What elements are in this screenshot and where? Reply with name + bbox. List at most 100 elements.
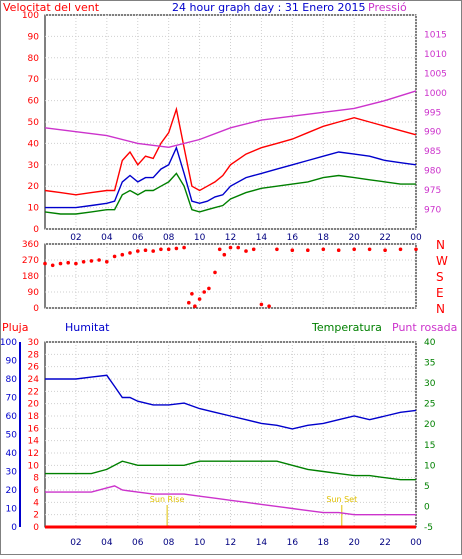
rain-tick-label: 26 xyxy=(28,363,40,373)
x-tick-label: 16 xyxy=(287,538,299,548)
compass-label: W xyxy=(436,254,448,268)
series-line-0 xyxy=(45,374,417,430)
direction-point xyxy=(321,247,326,252)
x-tick-label: 10 xyxy=(194,538,206,548)
temperature-tick-label: 0 xyxy=(424,502,430,512)
x-tick-label: 14 xyxy=(256,233,268,243)
direction-point xyxy=(213,270,217,275)
x-tick-label: 02 xyxy=(70,538,81,548)
sun-marker-label: Sun Set xyxy=(326,495,357,504)
x-tick-label: 06 xyxy=(132,233,144,243)
direction-point xyxy=(166,247,171,252)
direction-tick-label: 90 xyxy=(28,288,40,298)
temperature-tick-label: 20 xyxy=(424,420,436,430)
x-tick-label: 22 xyxy=(379,538,390,548)
wind-axis-label: Velocitat del vent xyxy=(3,1,100,14)
direction-point xyxy=(66,260,70,265)
series-line-0 xyxy=(44,106,417,196)
direction-point xyxy=(182,245,186,250)
wind-tick-label: 40 xyxy=(28,139,40,149)
humidity-tick-label: 80 xyxy=(6,375,18,385)
direction-point xyxy=(251,247,256,252)
series-line-2 xyxy=(44,172,416,215)
direction-point xyxy=(202,290,206,294)
pressure-tick-label: 1005 xyxy=(424,69,447,79)
pressure-axis-label: Pressió xyxy=(368,1,407,14)
humidity-tick-label: 90 xyxy=(6,357,18,367)
humidity-temperature-chart: 02 04 06 08 10 12 14 16 18 20 22 000246810121416182… xyxy=(0,338,436,548)
direction-point xyxy=(159,247,163,252)
x-tick-label: 08 xyxy=(163,233,175,243)
temperature-tick-label: 15 xyxy=(424,441,435,451)
x-tick-label: 12 xyxy=(225,233,236,243)
direction-point xyxy=(414,247,418,252)
direction-point xyxy=(89,259,94,263)
direction-point xyxy=(58,261,63,266)
wind-tick-label: 30 xyxy=(28,161,40,171)
temperature-axis-label: Temperatura xyxy=(311,321,382,334)
direction-point xyxy=(112,254,117,259)
rain-tick-label: 2 xyxy=(33,511,39,521)
humidity-tick-label: 70 xyxy=(6,394,18,404)
x-tick-label: 16 xyxy=(287,233,299,243)
dewpoint-axis-label: Punt rosada xyxy=(392,321,457,334)
x-tick-label: 00 xyxy=(410,538,422,548)
direction-point xyxy=(236,245,240,250)
rain-tick-label: 20 xyxy=(28,400,40,410)
temperature-tick-label: 25 xyxy=(424,400,435,410)
temperature-tick-label: 5 xyxy=(424,482,430,492)
direction-point xyxy=(222,252,227,257)
wind-tick-label: 100 xyxy=(22,11,39,21)
x-tick-label: 12 xyxy=(225,538,236,548)
x-tick-label: 00 xyxy=(410,233,422,243)
pressure-tick-label: 985 xyxy=(424,147,441,157)
rain-tick-label: 14 xyxy=(28,437,40,447)
series-line-1 xyxy=(45,460,416,481)
x-tick-label: 22 xyxy=(379,233,390,243)
compass-label: S xyxy=(436,270,444,284)
x-tick-label: 20 xyxy=(348,538,360,548)
direction-point xyxy=(193,304,197,309)
pressure-tick-label: 1000 xyxy=(424,89,447,99)
wind-tick-label: 50 xyxy=(28,118,40,128)
x-tick-label: 06 xyxy=(132,538,144,548)
rain-tick-label: 28 xyxy=(28,350,40,360)
direction-tick-label: 270 xyxy=(22,256,39,266)
temperature-tick-label: 40 xyxy=(424,338,436,348)
direction-tick-label: 0 xyxy=(33,304,39,314)
direction-point xyxy=(217,247,222,252)
rain-tick-label: 6 xyxy=(33,486,39,496)
rain-tick-label: 10 xyxy=(28,461,40,471)
wind-tick-label: 10 xyxy=(28,204,40,214)
humidity-axis-label: Humitat xyxy=(65,321,110,334)
rain-tick-label: 22 xyxy=(28,387,39,397)
humidity-tick-label: 20 xyxy=(6,486,18,496)
direction-point xyxy=(97,258,101,262)
direction-point xyxy=(74,261,78,266)
x-tick-label: 14 xyxy=(256,538,268,548)
direction-point xyxy=(306,248,310,252)
rain-tick-label: 18 xyxy=(28,412,40,422)
x-tick-label: 04 xyxy=(101,233,113,243)
humidity-tick-label: 100 xyxy=(0,338,17,348)
wind-tick-label: 60 xyxy=(28,97,40,107)
wind-pressure-chart: 02 04 06 08 10 12 14 16 18 20 22 000102030405060708… xyxy=(22,11,447,243)
wind-tick-label: 90 xyxy=(28,32,40,42)
x-tick-label: 18 xyxy=(318,538,330,548)
x-tick-label: 20 xyxy=(348,233,360,243)
pressure-tick-label: 990 xyxy=(424,128,441,138)
direction-point xyxy=(136,249,140,253)
humidity-tick-label: 0 xyxy=(11,523,17,533)
direction-point xyxy=(105,260,109,264)
pressure-tick-label: 970 xyxy=(424,206,441,216)
temperature-tick-label: 10 xyxy=(424,461,436,471)
direction-point xyxy=(197,297,202,301)
direction-point xyxy=(50,263,55,268)
pressure-tick-label: 1015 xyxy=(424,30,447,40)
pressure-tick-label: 995 xyxy=(424,108,441,118)
rain-axis-label: Pluja xyxy=(2,321,28,334)
humidity-tick-label: 30 xyxy=(6,468,18,478)
